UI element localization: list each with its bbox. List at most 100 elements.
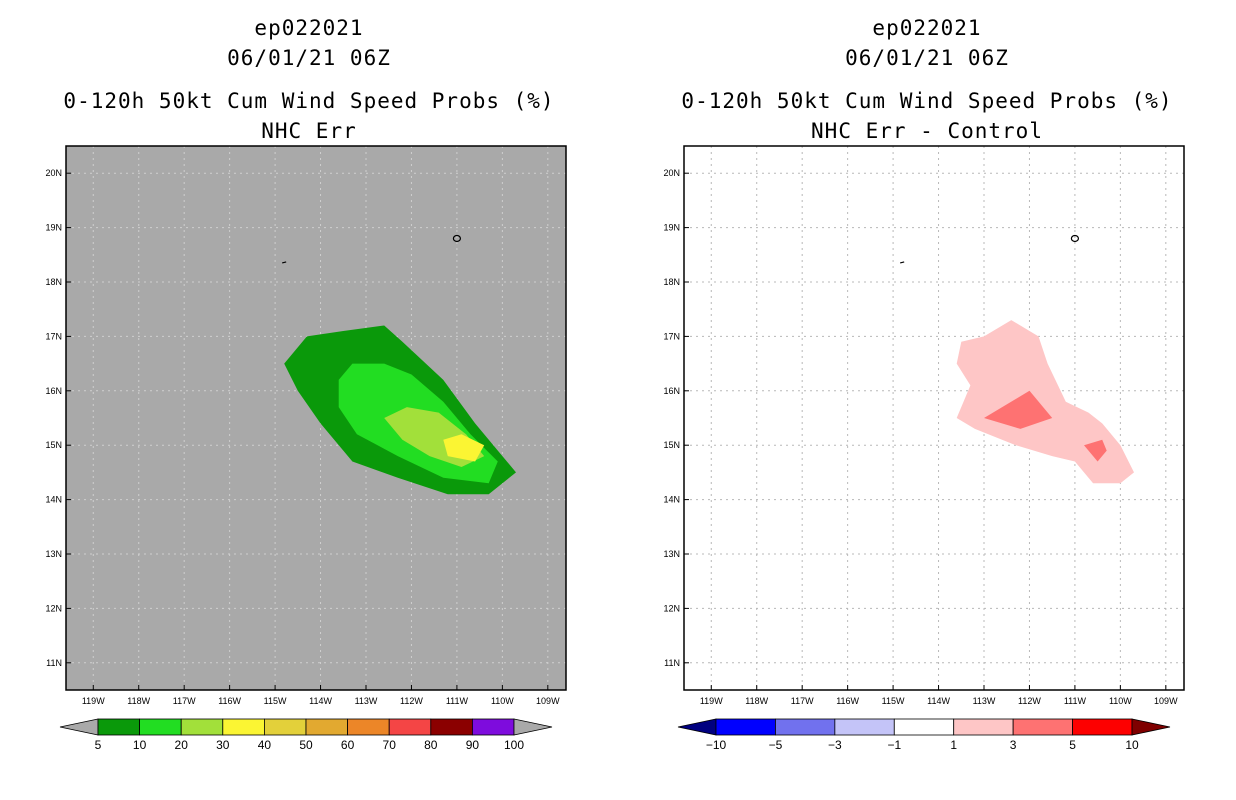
x-tick-label: 109W: [1154, 696, 1178, 706]
x-tick-label: 111W: [446, 696, 469, 706]
colorbar-label: 100: [504, 738, 524, 752]
colorbar-bin: [715, 718, 776, 736]
colorbar-bin: [775, 718, 836, 736]
x-tick-label: 114W: [309, 696, 332, 706]
colorbar-arrow-high: [513, 718, 553, 736]
y-tick-label: 19N: [45, 223, 62, 233]
x-tick-label: 110W: [491, 696, 514, 706]
plot-frame: [65, 145, 567, 691]
plot-background: [66, 146, 566, 690]
colorbar-label: −10: [706, 738, 727, 752]
island-clarion: [282, 261, 287, 264]
contour-30-40: [443, 434, 485, 462]
y-tick-label: 11N: [664, 658, 680, 668]
colorbar-label: 80: [424, 738, 438, 752]
colorbar: 5 10 20 30 40 50 60 70 80 90 100: [59, 718, 553, 752]
colorbar-bin: [430, 718, 473, 736]
y-tick-label: 13N: [663, 549, 680, 559]
x-tick-label: 112W: [1018, 696, 1041, 706]
y-axis: 20N 19N 18N 17N 16N 15N 14N 13N 12N 11N: [45, 168, 71, 668]
y-tick-label: 14N: [45, 495, 62, 505]
y-axis: 20N 19N 18N 17N 16N 15N 14N 13N 12N 11N: [663, 168, 689, 668]
x-tick-label: 116W: [836, 696, 859, 706]
date-title: 06/01/21 06Z: [845, 46, 1009, 70]
x-axis: 119W 118W 117W 116W 115W 114W 113W 112W 111W 110W…: [82, 685, 560, 706]
colorbar-label: 70: [383, 738, 397, 752]
contour-3-5: [1084, 439, 1107, 462]
colorbar-bin: [305, 718, 348, 736]
probability-map: 119W 118W 117W 116W 115W 114W 113W 112W 111W 110W…: [45, 145, 567, 752]
storm-id-title: ep022021: [872, 16, 982, 40]
panel-right: ep022021 06/01/21 06Z 0-120h 50kt Cum Wi…: [618, 0, 1236, 800]
y-tick-label: 17N: [45, 331, 62, 341]
y-tick-label: 16N: [45, 386, 62, 396]
storm-id-title: ep022021: [254, 16, 364, 40]
x-tick-label: 118W: [127, 696, 150, 706]
x-tick-label: 109W: [536, 696, 560, 706]
y-tick-label: 12N: [45, 603, 62, 613]
colorbar-bin: [388, 718, 432, 736]
colorbar-bin: [953, 718, 1014, 736]
y-tick-label: 20N: [45, 168, 62, 178]
y-tick-label: 19N: [663, 223, 680, 233]
colorbar-bin: [834, 718, 895, 736]
colorbar-label: −5: [769, 738, 783, 752]
colorbar-label: 20: [175, 738, 189, 752]
colorbar-label: 40: [258, 738, 272, 752]
colorbar-label: 10: [133, 738, 147, 752]
colorbar-arrow-low: [677, 718, 717, 736]
date-title: 06/01/21 06Z: [227, 46, 391, 70]
y-tick-label: 15N: [45, 440, 62, 450]
colorbar-label: 30: [216, 738, 230, 752]
colorbar-label: 90: [466, 738, 480, 752]
colorbar-label: 3: [1010, 738, 1017, 752]
colorbar-label: 1: [950, 738, 957, 752]
contour-3-5: [984, 390, 1053, 429]
x-tick-label: 118W: [745, 696, 768, 706]
x-tick-label: 111W: [1064, 696, 1087, 706]
colorbar-bin: [222, 718, 265, 736]
y-tick-label: 14N: [663, 495, 680, 505]
colorbar-label: 60: [341, 738, 355, 752]
y-tick-label: 17N: [663, 331, 680, 341]
colorbar-bin: [1012, 718, 1073, 736]
x-tick-label: 119W: [700, 696, 723, 706]
x-tick-label: 116W: [218, 696, 241, 706]
subtitle: NHC Err: [261, 119, 357, 143]
plot-background: [684, 146, 1184, 690]
colorbar-bin: [1072, 718, 1133, 736]
colorbar-label: −1: [887, 738, 901, 752]
island-socorro: [1070, 234, 1080, 243]
colorbar-bin: [97, 718, 140, 736]
x-axis: 119W 118W 117W 116W 115W 114W 113W 112W 111W 110W…: [700, 685, 1178, 706]
colorbar-label: 5: [1069, 738, 1076, 752]
x-tick-label: 115W: [882, 696, 905, 706]
x-tick-label: 113W: [355, 696, 378, 706]
product-title: 0-120h 50kt Cum Wind Speed Probs (%): [681, 89, 1173, 113]
colorbar-bin: [347, 718, 390, 736]
y-tick-label: 18N: [663, 277, 680, 287]
y-tick-label: 20N: [663, 168, 680, 178]
colorbar-bin: [471, 718, 515, 736]
x-tick-label: 119W: [82, 696, 105, 706]
island-socorro: [452, 234, 462, 243]
x-tick-label: 117W: [791, 696, 814, 706]
y-tick-label: 18N: [45, 277, 62, 287]
x-tick-label: 117W: [173, 696, 196, 706]
colorbar-label: 50: [299, 738, 313, 752]
y-tick-label: 16N: [663, 386, 680, 396]
contours: [956, 320, 1134, 484]
colorbar-arrow-low: [59, 718, 99, 736]
island-clarion: [900, 261, 905, 264]
product-title: 0-120h 50kt Cum Wind Speed Probs (%): [63, 89, 555, 113]
colorbar: −10 −5 −3 −1 1 3 5 10: [677, 718, 1171, 752]
colorbar-label: 5: [95, 738, 102, 752]
colorbar-bin: [139, 718, 182, 736]
x-tick-label: 113W: [973, 696, 996, 706]
subtitle: NHC Err - Control: [811, 119, 1043, 143]
y-tick-label: 13N: [45, 549, 62, 559]
y-tick-label: 15N: [663, 440, 680, 450]
panel-left: ep022021 06/01/21 06Z 0-120h 50kt Cum Wi…: [45, 16, 567, 752]
x-tick-label: 114W: [927, 696, 950, 706]
colorbar-bin: [263, 718, 307, 736]
